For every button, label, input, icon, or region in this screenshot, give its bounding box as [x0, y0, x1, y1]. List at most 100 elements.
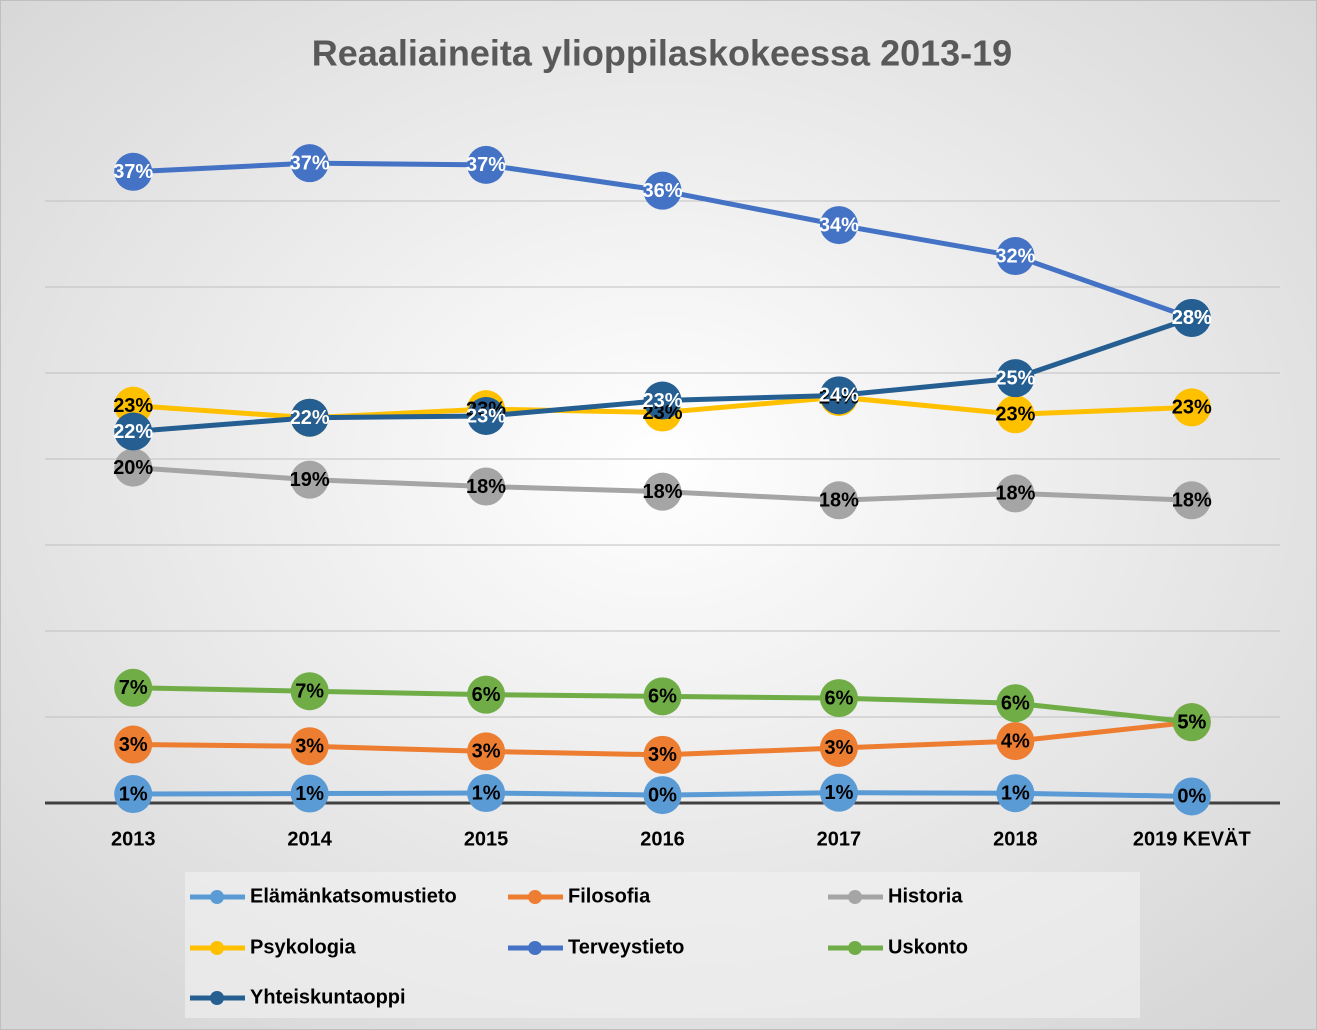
- data-label: 25%: [995, 367, 1035, 389]
- data-label: 18%: [819, 490, 859, 512]
- data-label: 18%: [466, 476, 506, 498]
- data-point: [467, 675, 506, 714]
- data-label: 3%: [472, 741, 501, 763]
- data-label: 20%: [113, 457, 153, 479]
- data-label: 7%: [295, 680, 324, 702]
- data-label: 37%: [290, 152, 330, 174]
- legend-label: Yhteiskuntaoppi: [250, 986, 406, 1008]
- chart-title: Reaaliaineita ylioppilaskokeessa 2013-19: [312, 33, 1012, 74]
- data-label: 6%: [648, 686, 677, 708]
- data-point: [290, 398, 329, 437]
- data-label: 22%: [290, 407, 330, 429]
- data-point: [996, 474, 1035, 513]
- data-label: 4%: [1001, 730, 1030, 752]
- data-point: [996, 774, 1035, 813]
- legend-label: Terveystieto: [568, 936, 684, 958]
- data-label: 0%: [648, 784, 677, 806]
- data-point: [290, 727, 329, 766]
- legend-label: Uskonto: [888, 936, 968, 958]
- data-label: 19%: [290, 469, 330, 491]
- data-point: [1172, 481, 1211, 520]
- data-point: [819, 206, 858, 245]
- data-point: [1172, 388, 1211, 427]
- legend-marker: [848, 941, 862, 955]
- data-label: 6%: [472, 684, 501, 706]
- data-point: [819, 376, 858, 415]
- data-label: 23%: [113, 395, 153, 417]
- legend-label: Filosofia: [568, 885, 651, 907]
- data-label: 23%: [466, 405, 506, 427]
- data-label: 5%: [1177, 711, 1206, 733]
- data-label: 23%: [642, 402, 682, 424]
- data-label: 18%: [1172, 490, 1212, 512]
- data-point: [114, 412, 153, 451]
- x-tick-label: 2017: [817, 828, 862, 850]
- data-point: [643, 776, 682, 815]
- legend-marker: [528, 890, 542, 904]
- data-point: [996, 684, 1035, 723]
- data-label: 22%: [290, 407, 330, 429]
- data-point: [114, 775, 153, 814]
- data-label: 37%: [113, 161, 153, 183]
- data-point: [114, 152, 153, 191]
- data-point: [114, 668, 153, 707]
- legend-label: Elämänkatsomustieto: [250, 885, 457, 907]
- data-point: [290, 672, 329, 711]
- data-point: [819, 481, 858, 520]
- data-label: 6%: [824, 687, 853, 709]
- data-point: [114, 448, 153, 487]
- data-label: 23%: [1172, 397, 1212, 419]
- data-point: [290, 774, 329, 813]
- data-point: [996, 395, 1035, 434]
- legend-marker: [210, 890, 224, 904]
- legend-marker: [210, 991, 224, 1005]
- data-point: [467, 732, 506, 771]
- x-tick-label: 2018: [993, 828, 1038, 850]
- data-label: 0%: [1177, 786, 1206, 808]
- x-tick-label: 2013: [111, 828, 156, 850]
- data-label: 28%: [1172, 307, 1212, 329]
- data-label: 3%: [119, 734, 148, 756]
- data-point: [467, 145, 506, 184]
- data-label: 37%: [466, 154, 506, 176]
- data-point: [114, 725, 153, 764]
- data-label: 34%: [819, 214, 859, 236]
- data-label: 36%: [642, 180, 682, 202]
- data-point: [467, 467, 506, 506]
- data-label: 5%: [1177, 711, 1206, 733]
- data-point: [819, 728, 858, 767]
- data-label: 1%: [472, 782, 501, 804]
- x-tick-label: 2014: [287, 828, 332, 850]
- data-label: 23%: [466, 398, 506, 420]
- data-point: [996, 359, 1035, 398]
- data-point: [467, 397, 506, 435]
- data-label: 32%: [995, 245, 1035, 267]
- data-label: 7%: [119, 677, 148, 699]
- x-tick-label: 2015: [464, 828, 509, 850]
- data-point: [643, 735, 682, 774]
- data-point: [290, 460, 329, 499]
- legend-marker: [848, 890, 862, 904]
- data-point: [290, 144, 329, 183]
- data-label: 28%: [1172, 307, 1212, 329]
- data-point: [643, 381, 682, 420]
- data-label: 1%: [1001, 782, 1030, 804]
- data-point: [643, 171, 682, 210]
- data-label: 24%: [819, 386, 859, 408]
- legend-marker: [528, 941, 542, 955]
- data-point: [996, 722, 1035, 761]
- data-label: 24%: [819, 385, 859, 407]
- data-label: 3%: [824, 737, 853, 759]
- data-point: [467, 774, 506, 813]
- data-label: 1%: [119, 783, 148, 805]
- data-point: [643, 472, 682, 511]
- data-point: [1172, 777, 1211, 816]
- legend-box: [185, 872, 1140, 1018]
- data-label: 23%: [642, 390, 682, 412]
- data-label: 3%: [648, 744, 677, 766]
- legend-marker: [210, 941, 224, 955]
- data-label: 6%: [1001, 693, 1030, 715]
- data-label: 3%: [295, 736, 324, 758]
